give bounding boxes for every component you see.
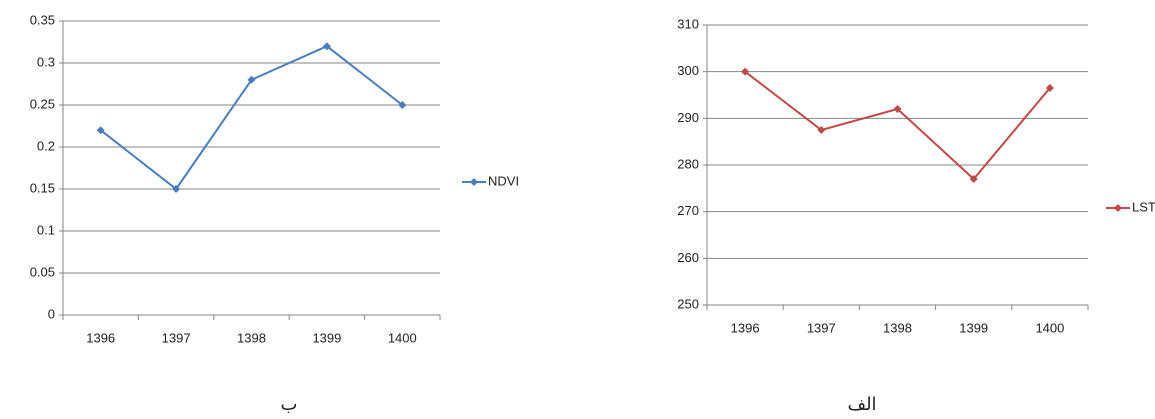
legend-marker xyxy=(1114,204,1122,212)
marker xyxy=(96,126,105,135)
legend-label: LST xyxy=(1132,199,1155,214)
y-tick-label: 250 xyxy=(677,296,699,311)
line xyxy=(100,45,403,191)
y-tick-label: 280 xyxy=(677,156,699,171)
marker xyxy=(817,126,826,134)
y-tick-label: 310 xyxy=(677,16,699,31)
x-tick-label: 1399 xyxy=(312,330,341,345)
marker xyxy=(969,175,978,183)
marker xyxy=(322,42,331,51)
marker xyxy=(893,105,902,113)
x-tick-label: 1399 xyxy=(959,320,988,335)
caption: ب xyxy=(281,394,298,415)
y-tick-label: 260 xyxy=(677,250,699,265)
x-tick-label: 1400 xyxy=(388,330,417,345)
caption: الف xyxy=(847,394,876,415)
x-tick-label: 1397 xyxy=(807,320,836,335)
y-tick-label: 0.1 xyxy=(37,222,55,237)
marker xyxy=(247,75,256,84)
y-tick-label: 0 xyxy=(48,306,55,321)
x-tick-label: 1396 xyxy=(731,320,760,335)
y-tick-label: 0.35 xyxy=(30,12,55,27)
x-tick-label: 1398 xyxy=(237,330,266,345)
line xyxy=(744,70,1051,181)
y-tick-label: 0.2 xyxy=(37,138,55,153)
marker xyxy=(741,67,750,76)
legend-marker xyxy=(470,178,478,186)
y-tick-label: 290 xyxy=(677,110,699,125)
marker xyxy=(398,101,407,109)
y-tick-label: 270 xyxy=(677,203,699,218)
x-tick-label: 1396 xyxy=(86,330,115,345)
legend-label: NDVI xyxy=(488,173,519,188)
marker xyxy=(1045,84,1054,92)
y-tick-label: 0.3 xyxy=(37,54,55,69)
y-tick-label: 0.25 xyxy=(30,96,55,111)
y-tick-label: 0.15 xyxy=(30,180,55,195)
x-tick-label: 1400 xyxy=(1035,320,1064,335)
marker xyxy=(172,185,181,193)
x-tick-label: 1398 xyxy=(883,320,912,335)
y-tick-label: 0.05 xyxy=(30,264,55,279)
x-tick-label: 1397 xyxy=(162,330,191,345)
y-tick-label: 300 xyxy=(677,63,699,78)
